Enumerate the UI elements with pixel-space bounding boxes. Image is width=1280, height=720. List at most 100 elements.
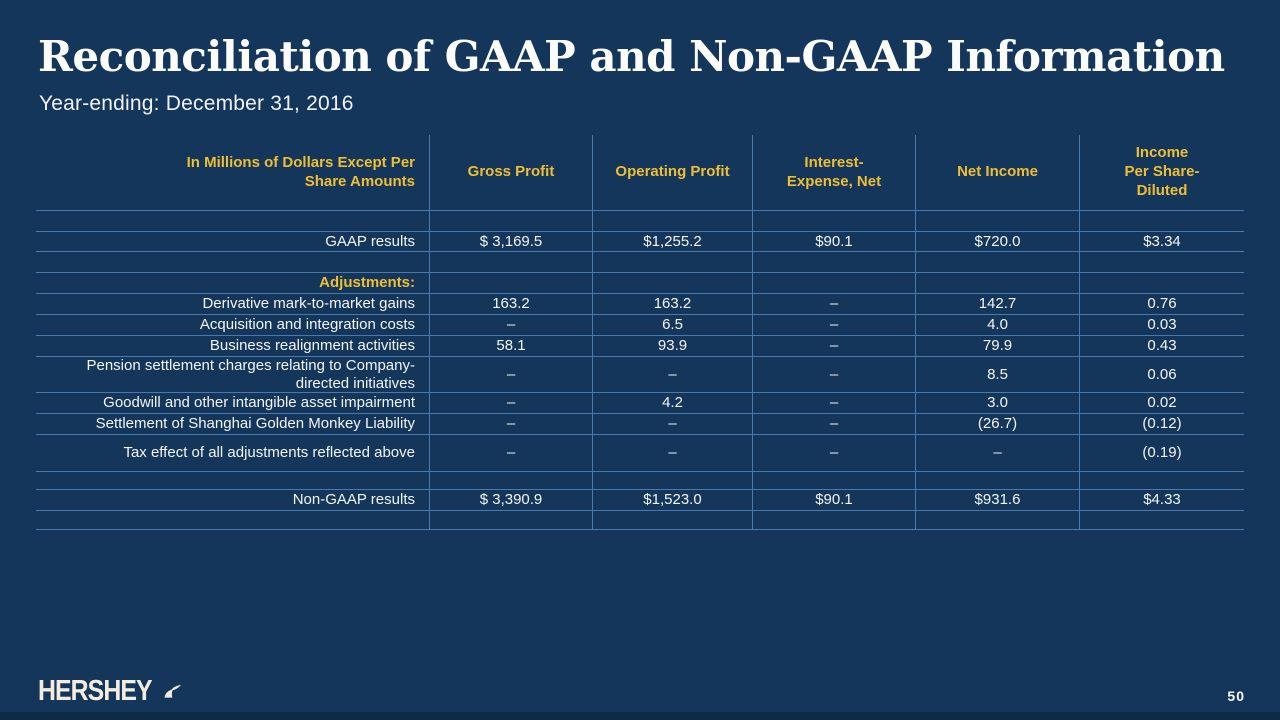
- value-cell: –: [753, 393, 916, 413]
- row-label: Pension settlement charges relating to C…: [36, 357, 430, 392]
- value-cell: [1080, 511, 1244, 529]
- table-row: Settlement of Shanghai Golden Monkey Lia…: [36, 414, 1244, 435]
- footer-strip: [0, 712, 1280, 720]
- row-label: [36, 511, 430, 529]
- value-cell: –: [753, 294, 916, 314]
- value-cell: [430, 211, 593, 231]
- value-cell: $1,255.2: [593, 232, 753, 251]
- value-cell: 0.06: [1147, 365, 1177, 383]
- table-row: Goodwill and other intangible asset impa…: [36, 393, 1244, 414]
- value-cell: $ 3,390.9: [430, 490, 593, 510]
- value-cell: [916, 211, 1080, 231]
- table-row: Acquisition and integration costs –6.5–4.…: [36, 315, 1244, 336]
- row-label: Tax effect of all adjustments reflected …: [36, 435, 430, 471]
- row-label: Settlement of Shanghai Golden Monkey Lia…: [36, 414, 430, 434]
- header-cell: Interest- Expense, Net: [753, 135, 916, 210]
- value-cell: $931.6: [916, 490, 1080, 510]
- value-cell: [753, 511, 916, 529]
- value-cell: –: [430, 357, 593, 392]
- value-cell: $4.33: [1143, 491, 1181, 509]
- table-row: Pension settlement charges relating to C…: [36, 357, 1244, 393]
- reconciliation-table: In Millions of Dollars Except Per Share …: [36, 135, 1244, 530]
- table-row: GAAP results $ 3,169.5 $1,255.2 $90.1 $720.0…: [36, 232, 1244, 252]
- value-cell: 0.03: [1147, 316, 1177, 334]
- value-cell: –: [430, 315, 593, 335]
- value-cell: 142.7: [916, 294, 1080, 314]
- row-label: Non-GAAP results: [36, 490, 430, 510]
- value-cell: $90.1: [753, 232, 916, 251]
- value-cell: 4.2: [593, 393, 753, 413]
- header-cell: Net Income: [916, 135, 1080, 210]
- table-row: Adjustments:: [36, 273, 1244, 294]
- value-cell: 163.2: [593, 294, 753, 314]
- value-cell: –: [753, 315, 916, 335]
- value-cell: (0.12): [1142, 415, 1182, 433]
- header-cell: Income Per Share- Diluted: [1124, 144, 1200, 199]
- row-label: Acquisition and integration costs: [36, 315, 430, 335]
- page-title: Reconciliation of GAAP and Non-GAAP Info…: [38, 32, 1225, 81]
- value-cell: [593, 472, 753, 489]
- row-label: [36, 472, 430, 489]
- value-cell: –: [753, 336, 916, 356]
- table-row: Business realignment activities 58.1 93.9–…: [36, 336, 1244, 357]
- header-cell: Gross Profit: [430, 135, 593, 210]
- value-cell: [430, 472, 593, 489]
- value-cell: $3.34: [1143, 232, 1181, 250]
- hershey-kiss-icon: [162, 682, 182, 705]
- value-cell: [916, 273, 1080, 293]
- value-cell: [753, 273, 916, 293]
- value-cell: [916, 252, 1080, 272]
- value-cell: [430, 511, 593, 529]
- table-row: [36, 211, 1244, 232]
- value-cell: –: [753, 414, 916, 434]
- table-row: [36, 511, 1244, 530]
- value-cell: –: [430, 435, 593, 471]
- value-cell: [593, 273, 753, 293]
- row-label: GAAP results: [36, 232, 430, 251]
- row-label: [36, 211, 430, 231]
- row-label: Goodwill and other intangible asset impa…: [36, 393, 430, 413]
- value-cell: 58.1: [430, 336, 593, 356]
- value-cell: –: [593, 435, 753, 471]
- value-cell: 93.9: [593, 336, 753, 356]
- page-subtitle: Year-ending: December 31, 2016: [39, 92, 354, 115]
- value-cell: 4.0: [916, 315, 1080, 335]
- row-label: [36, 252, 430, 272]
- table-row: [36, 472, 1244, 490]
- header-cell-row-label: In Millions of Dollars Except Per Share …: [36, 135, 430, 210]
- table-row: Non-GAAP results $ 3,390.9 $1,523.0 $90.1 $9…: [36, 490, 1244, 511]
- value-cell: [1080, 211, 1244, 231]
- value-cell: 3.0: [916, 393, 1080, 413]
- value-cell: [753, 252, 916, 272]
- hershey-logo-text: HERSHEY: [38, 674, 153, 707]
- table-header-row: In Millions of Dollars Except Per Share …: [36, 135, 1244, 211]
- value-cell: –: [753, 357, 916, 392]
- value-cell: [593, 511, 753, 529]
- value-cell: [1080, 273, 1244, 293]
- table-row: Tax effect of all adjustments reflected …: [36, 435, 1244, 472]
- value-cell: [753, 211, 916, 231]
- value-cell: $720.0: [916, 232, 1080, 251]
- value-cell: [916, 472, 1080, 489]
- value-cell: $1,523.0: [593, 490, 753, 510]
- value-cell: [1080, 252, 1244, 272]
- value-cell: [593, 211, 753, 231]
- table-row: [36, 252, 1244, 273]
- value-cell: –: [593, 357, 753, 392]
- value-cell: [430, 252, 593, 272]
- page-number: 50: [1227, 688, 1245, 704]
- row-label: Adjustments:: [36, 273, 430, 293]
- value-cell: [593, 252, 753, 272]
- table-row: Derivative mark-to-market gains 163.2 163.…: [36, 294, 1244, 315]
- hershey-logo: HERSHEY: [38, 674, 182, 707]
- value-cell: [430, 273, 593, 293]
- value-cell: –: [430, 414, 593, 434]
- value-cell: 6.5: [593, 315, 753, 335]
- value-cell: [916, 511, 1080, 529]
- value-cell: 0.76: [1147, 295, 1177, 313]
- value-cell: –: [753, 435, 916, 471]
- value-cell: 79.9: [916, 336, 1080, 356]
- table-body: GAAP results $ 3,169.5 $1,255.2 $90.1 $720.0…: [36, 211, 1244, 530]
- row-label: Derivative mark-to-market gains: [36, 294, 430, 314]
- header-cell: Operating Profit: [593, 135, 753, 210]
